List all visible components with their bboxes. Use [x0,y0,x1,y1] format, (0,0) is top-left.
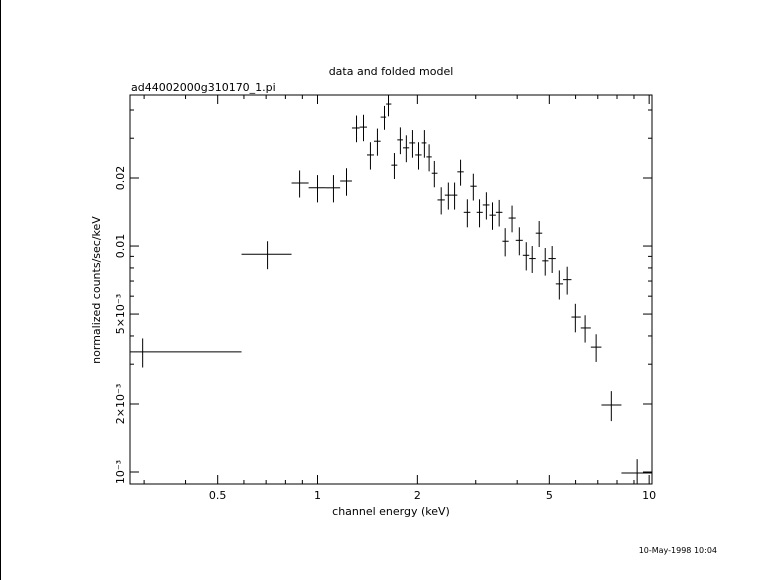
y-tick-label: 5×10⁻³ [114,294,127,334]
x-tick-label: 1 [314,489,321,502]
y-tick-label: 0.02 [114,166,127,191]
x-tick-label: 10 [642,489,656,502]
x-axis-label: channel energy (keV) [332,505,450,518]
x-tick-label: 5 [546,489,553,502]
chart-subtitle: ad44002000g310170_1.pi [131,81,276,94]
y-tick-label: 10⁻³ [114,460,127,484]
y-tick-label: 0.01 [114,234,127,259]
x-tick-label: 2 [414,489,421,502]
date-stamp: 10-May-1998 10:04 [639,546,717,555]
y-tick-label: 2×10⁻³ [114,384,127,424]
chart-title: data and folded model [329,65,454,78]
plot-frame [129,94,653,485]
x-tick-label: 0.5 [209,489,227,502]
y-axis-label: normalized counts/sec/keV [90,216,103,364]
